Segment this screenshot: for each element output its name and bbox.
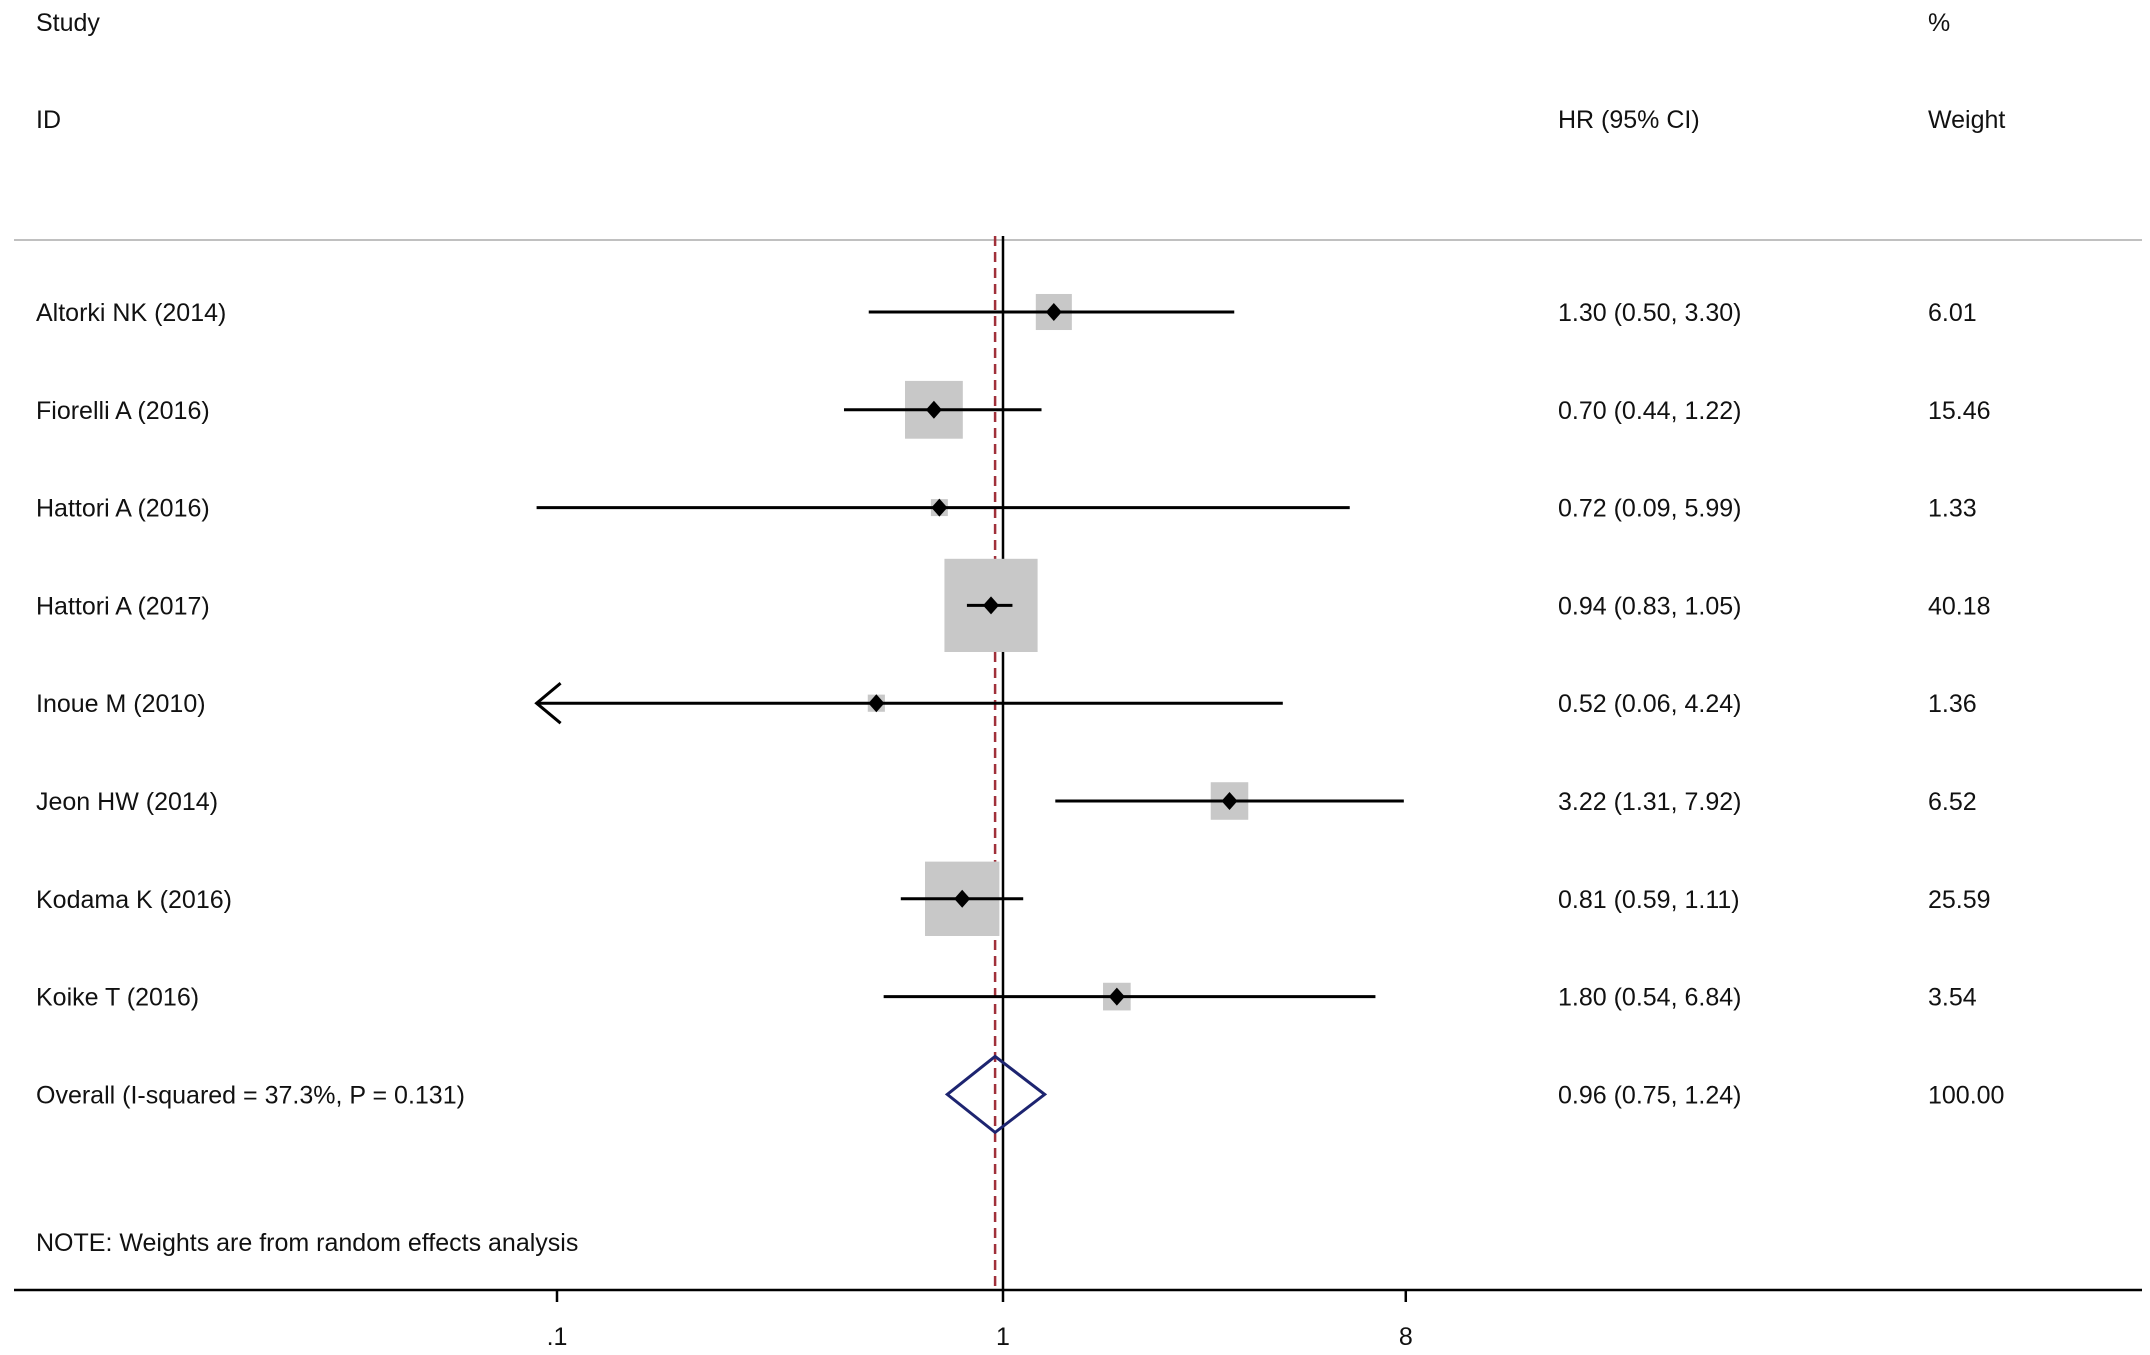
point-estimate	[1108, 987, 1125, 1006]
study-label: Jeon HW (2014)	[36, 788, 218, 816]
study-label: Hattori A (2016)	[36, 495, 210, 523]
study-row: Inoue M (2010) 0.52 (0.06, 4.24) 1.36	[36, 682, 1977, 725]
point-estimate	[983, 596, 1000, 615]
study-row: Hattori A (2017) 0.94 (0.83, 1.05) 40.18	[36, 558, 1991, 652]
study-hr-ci: 1.30 (0.50, 3.30)	[1558, 299, 1741, 327]
study-weight: 6.01	[1928, 299, 1977, 327]
study-row: Kodama K (2016) 0.81 (0.59, 1.11) 25.59	[36, 861, 1991, 936]
study-weight: 1.36	[1928, 690, 1977, 718]
study-label: Fiorelli A (2016)	[36, 397, 210, 425]
study-label: Hattori A (2017)	[36, 592, 210, 620]
study-row: Jeon HW (2014) 3.22 (1.31, 7.92) 6.52	[36, 782, 1977, 820]
overall-hr-ci: 0.96 (0.75, 1.24)	[1558, 1081, 1741, 1109]
point-estimate	[954, 889, 971, 908]
study-weight: 6.52	[1928, 788, 1977, 816]
overall-diamond	[944, 1054, 1048, 1135]
ci-truncation-arrow	[534, 682, 562, 725]
header-study: Study	[36, 9, 100, 37]
point-estimate	[868, 694, 885, 713]
x-tick-label: .1	[547, 1323, 568, 1351]
overall-weight: 100.00	[1928, 1081, 2004, 1109]
study-label: Koike T (2016)	[36, 984, 199, 1012]
point-estimate	[925, 400, 942, 419]
study-hr-ci: 0.72 (0.09, 5.99)	[1558, 495, 1741, 523]
study-weight: 25.59	[1928, 886, 1991, 914]
study-hr-ci: 1.80 (0.54, 6.84)	[1558, 984, 1741, 1012]
x-axis-ticks: .1 1 8	[547, 1290, 1413, 1351]
study-weight: 40.18	[1928, 592, 1991, 620]
header-hr-ci: HR (95% CI)	[1558, 106, 1700, 134]
study-row: Fiorelli A (2016) 0.70 (0.44, 1.22) 15.46	[36, 380, 1991, 439]
study-hr-ci: 3.22 (1.31, 7.92)	[1558, 788, 1741, 816]
study-label: Altorki NK (2014)	[36, 299, 226, 327]
study-row: Koike T (2016) 1.80 (0.54, 6.84) 3.54	[36, 982, 1977, 1012]
overall-row: Overall (I-squared = 37.3%, P = 0.131) 0.…	[36, 1054, 2004, 1135]
study-hr-ci: 0.70 (0.44, 1.22)	[1558, 397, 1741, 425]
study-row: Hattori A (2016) 0.72 (0.09, 5.99) 1.33	[36, 495, 1977, 523]
header-percent: %	[1928, 9, 1950, 37]
footnote: NOTE: Weights are from random effects an…	[36, 1229, 578, 1257]
study-row: Altorki NK (2014) 1.30 (0.50, 3.30) 6.01	[36, 293, 1977, 331]
study-hr-ci: 0.52 (0.06, 4.24)	[1558, 690, 1741, 718]
study-label: Inoue M (2010)	[36, 690, 206, 718]
plot-area: Altorki NK (2014) 1.30 (0.50, 3.30) 6.01 Fi…	[36, 236, 2004, 1290]
study-label: Kodama K (2016)	[36, 886, 232, 914]
study-weight: 15.46	[1928, 397, 1991, 425]
point-estimate	[931, 498, 948, 517]
point-estimate	[1221, 792, 1238, 810]
overall-label: Overall (I-squared = 37.3%, P = 0.131)	[36, 1081, 465, 1109]
x-tick-label: 1	[996, 1323, 1010, 1351]
header-weight: Weight	[1928, 106, 2005, 134]
header-id: ID	[36, 106, 61, 134]
study-weight: 1.33	[1928, 495, 1977, 523]
study-weight: 3.54	[1928, 984, 1977, 1012]
x-tick-label: 8	[1399, 1323, 1413, 1351]
study-hr-ci: 0.94 (0.83, 1.05)	[1558, 592, 1741, 620]
study-hr-ci: 0.81 (0.59, 1.11)	[1558, 886, 1740, 914]
point-estimate	[1045, 303, 1062, 321]
